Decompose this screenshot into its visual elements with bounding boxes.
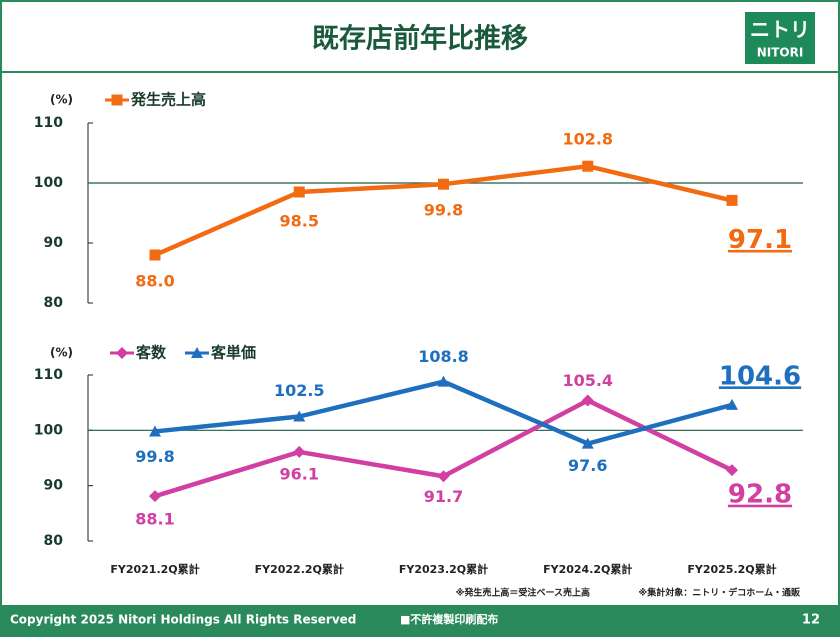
x-tick-label: FY2023.2Q累計	[399, 562, 488, 576]
series-line	[154, 379, 733, 446]
marker	[149, 490, 161, 503]
y-tick-label: 80	[44, 533, 64, 549]
marker	[149, 425, 161, 437]
value-label: 97.6	[568, 456, 607, 475]
value-label: 102.8	[562, 130, 613, 149]
value-label: 105.4	[562, 371, 613, 390]
value-label: 99.8	[135, 447, 174, 466]
marker	[149, 249, 161, 261]
value-label: 96.1	[280, 464, 319, 483]
y-tick-label: 110	[34, 367, 63, 383]
note: ※発生売上高＝受注ベース売上高	[456, 587, 590, 599]
y-tick-label: 100	[34, 175, 63, 191]
marker	[726, 398, 738, 410]
marker	[438, 178, 449, 190]
marker	[293, 186, 305, 198]
footer-bar	[1, 605, 839, 636]
marker	[116, 347, 128, 359]
logo-en: NITORI	[757, 46, 804, 60]
y-tick-label: 80	[44, 295, 64, 311]
logo-box	[745, 12, 815, 64]
marker	[293, 445, 306, 458]
value-label: 99.8	[424, 201, 463, 220]
unit-label: (%)	[50, 93, 73, 107]
copyright: Copyright 2025 Nitori Holdings All Right…	[10, 613, 356, 627]
marker	[293, 410, 306, 422]
note: ※集計対象：ニトリ・デコホーム・通販	[639, 587, 801, 599]
y-tick-label: 90	[44, 478, 64, 494]
legend-label: 客単価	[210, 344, 256, 362]
legend-label: 客数	[135, 344, 167, 362]
value-label: 91.7	[424, 487, 463, 506]
marker	[726, 194, 738, 206]
value-label: 92.8	[728, 480, 792, 510]
legend-label: 発生売上高	[130, 91, 206, 109]
value-label: 102.5	[274, 381, 325, 400]
value-label: 104.6	[719, 361, 801, 391]
x-tick-label: FY2021.2Q累計	[110, 562, 199, 576]
value-label: 97.1	[728, 225, 792, 255]
unit-label: (%)	[50, 346, 73, 360]
marker	[726, 464, 738, 477]
marker	[437, 375, 450, 387]
marker	[191, 347, 203, 358]
y-tick-label: 100	[34, 422, 63, 438]
y-tick-label: 90	[44, 235, 64, 251]
notice: ■不許複製印刷配布	[400, 612, 498, 626]
marker	[581, 437, 594, 449]
logo-jp: ニトリ	[750, 18, 810, 42]
y-tick-label: 110	[34, 115, 63, 131]
x-tick-label: FY2024.2Q累計	[543, 562, 632, 576]
value-label: 88.1	[135, 510, 174, 529]
value-label: 98.5	[280, 212, 319, 231]
marker	[111, 94, 123, 106]
value-label: 88.0	[135, 272, 174, 291]
x-tick-label: FY2025.2Q累計	[687, 562, 776, 576]
page-number: 12	[802, 613, 820, 628]
marker	[437, 470, 450, 483]
value-label: 108.8	[418, 347, 469, 366]
x-tick-label: FY2022.2Q累計	[255, 562, 344, 576]
marker	[581, 394, 594, 407]
slide-title: 既存店前年比推移	[312, 23, 528, 55]
marker	[582, 160, 594, 172]
